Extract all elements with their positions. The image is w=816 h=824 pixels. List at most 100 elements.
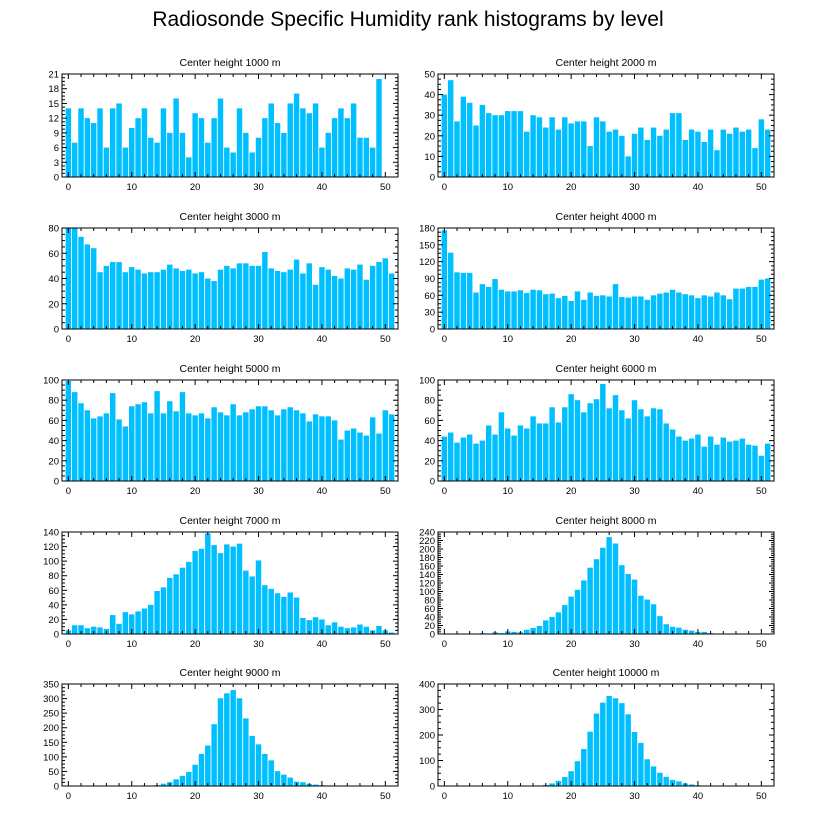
x-tick-label: 20 (566, 486, 577, 497)
bars (536, 695, 720, 787)
histogram-bar (600, 121, 606, 177)
histogram-bar (160, 269, 167, 329)
histogram-bar (688, 630, 695, 634)
x-tick-label: 10 (502, 639, 513, 650)
histogram-panel-2: Center height 2000 m 0 10 20 30 40 50 0 10 20 30 40… (424, 57, 775, 193)
x-tick-label: 10 (126, 639, 137, 650)
histogram-bar (663, 129, 669, 177)
histogram-bar (492, 434, 498, 481)
histogram-bar (524, 131, 530, 177)
x-tick-label: 20 (566, 334, 577, 345)
histogram-bar (669, 113, 676, 177)
histogram-bar (447, 252, 454, 329)
histogram-bar (568, 394, 574, 481)
x-tick-label: 20 (566, 791, 577, 802)
x-tick-label: 40 (317, 486, 328, 497)
bars (65, 78, 382, 177)
y-tick-label: 100 (43, 557, 59, 568)
histogram-bar (536, 423, 543, 481)
histogram-bar (581, 121, 587, 177)
histogram-bar (255, 265, 262, 330)
plot-frame (437, 531, 775, 635)
y-tick-label: 350 (43, 680, 59, 691)
y-tick-label: 40 (48, 436, 59, 447)
y-tick-label: 0 (54, 477, 59, 488)
histogram-bar (293, 259, 300, 329)
histogram-bar (454, 442, 460, 481)
histogram-bar (287, 407, 293, 481)
histogram-bar (676, 292, 682, 329)
histogram-bar (612, 543, 619, 634)
histogram-bar (230, 546, 236, 634)
histogram-bar (485, 113, 492, 177)
histogram-bar (733, 288, 739, 329)
histogram-bar (84, 410, 91, 481)
histogram-bar (555, 422, 562, 481)
x-tick-label: 0 (442, 791, 447, 802)
histogram-bar (369, 417, 376, 481)
histogram-bar (78, 108, 84, 177)
y-tick-label: 40 (424, 436, 435, 447)
y-tick-label: 150 (419, 240, 435, 251)
y-tick-label: 180 (419, 224, 435, 235)
x-tick-label: 20 (190, 182, 201, 193)
histogram-bar (745, 286, 752, 329)
histogram-bar (90, 248, 97, 329)
histogram-bar (255, 137, 262, 177)
histogram-bar (84, 628, 91, 634)
y-tick-label: 150 (43, 738, 59, 749)
histogram-bar (154, 391, 160, 481)
histogram-bar (217, 553, 224, 634)
histogram-bar (186, 561, 192, 634)
histogram-bar (650, 295, 657, 329)
histogram-bar (325, 625, 331, 634)
histogram-bar (300, 413, 306, 481)
x-tick-label: 20 (190, 791, 201, 802)
histogram-bar (331, 275, 338, 329)
histogram-bar (312, 784, 319, 786)
histogram-bar (148, 137, 154, 177)
histogram-bar (211, 118, 217, 177)
histogram-bar (129, 614, 135, 634)
histogram-bar (141, 608, 148, 634)
histogram-bar (312, 103, 319, 177)
y-tick-label: 10 (424, 152, 435, 163)
histogram-bar (543, 294, 549, 329)
histogram-bar (695, 298, 701, 329)
histogram-bar (262, 585, 268, 634)
plot-frame (61, 683, 399, 787)
x-tick-label: 0 (66, 334, 71, 345)
y-tick-label: 20 (48, 615, 59, 626)
histogram-bar (593, 295, 600, 329)
histogram-bar (764, 129, 771, 177)
x-tick-label: 30 (253, 486, 264, 497)
histogram-bar (300, 108, 306, 177)
histogram-bar (350, 269, 357, 329)
x-tick-label: 20 (190, 334, 201, 345)
histogram-bar (230, 268, 236, 329)
histogram-bar (160, 413, 167, 481)
y-tick-label: 3 (54, 158, 59, 169)
histogram-bar (657, 772, 663, 786)
histogram-bar (357, 137, 363, 177)
histogram-bar (262, 406, 268, 481)
histogram-bar (485, 425, 492, 481)
histogram-bar (179, 392, 186, 481)
histogram-bar (217, 269, 224, 329)
y-tick-label: 120 (419, 257, 435, 268)
histogram-bar (268, 268, 274, 329)
y-tick-label: 0 (54, 782, 59, 793)
histogram-bar (688, 295, 695, 329)
x-tick-label: 30 (629, 639, 640, 650)
histogram-bar (205, 278, 211, 329)
y-tick-label: 120 (419, 579, 435, 590)
y-tick-label: 120 (43, 542, 59, 553)
histogram-bar (701, 631, 707, 635)
y-tick-label: 100 (43, 376, 59, 387)
y-tick-label: 80 (424, 596, 435, 607)
histogram-bar (714, 444, 720, 481)
histogram-bar (701, 141, 707, 177)
y-tick-label: 90 (424, 274, 435, 285)
histogram-bar (562, 777, 568, 786)
x-tick-label: 0 (442, 639, 447, 650)
